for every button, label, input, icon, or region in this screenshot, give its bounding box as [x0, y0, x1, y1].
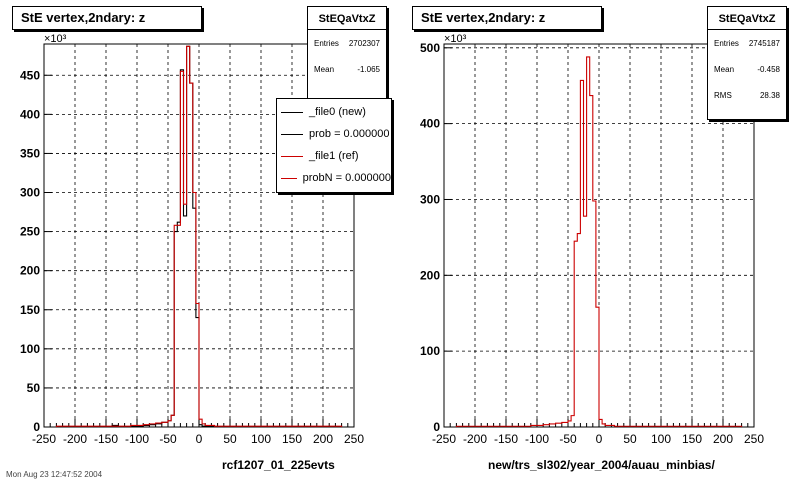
histogram-series-file1 [55, 45, 343, 427]
stats-label: Mean [314, 64, 335, 74]
y-tick-label: 200 [420, 268, 440, 282]
stats-value: 28.38 [759, 90, 780, 100]
timestamp: Mon Aug 23 12:47:52 2004 [6, 470, 103, 479]
y-tick-label: 200 [20, 264, 40, 278]
x-tick-label: -100 [525, 432, 549, 446]
x-tick-label: -150 [94, 432, 118, 446]
legend-entry-file1: _file1 (ref) [277, 145, 391, 167]
y-exponent-label: ×10³ [44, 33, 67, 45]
x-tick-label: 50 [623, 432, 637, 446]
y-exponent-label: ×10³ [444, 33, 467, 45]
x-tick-label: 200 [313, 432, 333, 446]
y-tick-label: 450 [20, 68, 40, 82]
legend-label: _file0 (new) [309, 106, 366, 118]
y-tick-label: 150 [20, 303, 40, 317]
stats-label: Mean [714, 64, 735, 74]
stats-label: Entries [714, 38, 739, 48]
y-tick-label: 400 [420, 117, 440, 131]
stats-box-right[interactable]: StEQaVtxZ Entries 2745187 Mean -0.458 RM… [707, 6, 787, 120]
x-tick-label: 0 [196, 432, 203, 446]
plot-frame-left: -250 -200 -150 -100 -50 0 50 100 150 200 250 0 50 100… [20, 33, 364, 446]
legend-label: probN = 0.000000 [302, 172, 391, 184]
y-tick-label: 0 [33, 420, 40, 434]
stats-row-entries: Entries 2702307 [308, 30, 386, 56]
y-tick-label: 300 [20, 186, 40, 200]
stats-name: StEQaVtxZ [708, 7, 786, 30]
y-tick-label: 100 [20, 342, 40, 356]
legend-swatch-red [281, 155, 303, 157]
histogram-title-right: StE vertex,2ndary: z [412, 6, 602, 30]
stats-row-rms: RMS 28.38 [708, 82, 786, 108]
x-axis-label-right: new/trs_sl302/year_2004/auau_minbias/ [488, 458, 715, 472]
y-tick-label: 500 [420, 41, 440, 55]
x-tick-label: 0 [596, 432, 603, 446]
histogram-title-left: StE vertex,2ndary: z [12, 6, 202, 30]
legend-swatch-black [281, 111, 303, 113]
stats-box-left[interactable]: StEQaVtxZ Entries 2702307 Mean -1.065 [307, 6, 387, 106]
stats-label: RMS [714, 90, 732, 100]
legend-swatch-red [281, 177, 297, 179]
x-tick-label: -100 [125, 432, 149, 446]
stats-value: -1.065 [357, 64, 380, 74]
y-tick-label: 350 [20, 146, 40, 160]
stats-name: StEQaVtxZ [308, 7, 386, 30]
x-tick-label: -250 [32, 432, 56, 446]
stats-value: 2745187 [748, 38, 780, 48]
legend-entry-probn: probN = 0.000000 [277, 167, 391, 189]
histogram-series-file1 [455, 56, 743, 427]
x-tick-label: -200 [63, 432, 87, 446]
legend-label: _file1 (ref) [309, 150, 359, 162]
x-tick-label: 150 [682, 432, 702, 446]
stats-value: -0.458 [757, 64, 780, 74]
x-tick-label: -50 [559, 432, 577, 446]
stats-value: 2702307 [348, 38, 380, 48]
y-tick-label: 300 [420, 192, 440, 206]
x-tick-label: 100 [651, 432, 671, 446]
y-tick-label: 250 [20, 225, 40, 239]
y-tick-label: 400 [20, 107, 40, 121]
stats-label: Entries [314, 38, 339, 48]
y-tick-label: 50 [27, 381, 41, 395]
x-tick-label: 100 [251, 432, 271, 446]
legend-swatch-black [281, 133, 303, 135]
y-tick-label: 0 [433, 420, 440, 434]
legend-label: prob = 0.000000 [309, 128, 390, 140]
x-tick-label: 50 [223, 432, 237, 446]
stats-row-mean: Mean -0.458 [708, 56, 786, 82]
x-tick-label: -250 [432, 432, 456, 446]
y-tick-label: 100 [420, 344, 440, 358]
x-tick-label: 250 [744, 432, 764, 446]
x-tick-label: 150 [282, 432, 302, 446]
legend-entry-prob: prob = 0.000000 [277, 123, 391, 145]
stats-row-mean: Mean -1.065 [308, 56, 386, 82]
x-tick-label: -200 [463, 432, 487, 446]
x-tick-label: -50 [159, 432, 177, 446]
x-tick-label: 200 [713, 432, 733, 446]
legend-entry-file0: _file0 (new) [277, 101, 391, 123]
legend-box-left[interactable]: _file0 (new) prob = 0.000000 _file1 (ref… [276, 98, 392, 193]
stats-row-entries: Entries 2745187 [708, 30, 786, 56]
x-tick-label: 250 [344, 432, 364, 446]
x-tick-label: -150 [494, 432, 518, 446]
plot-frame-right: -250 -200 -150 -100 -50 0 50 100 150 200 250 0 100 20… [420, 33, 764, 446]
x-axis-label-left: rcf1207_01_225evts [222, 458, 335, 472]
